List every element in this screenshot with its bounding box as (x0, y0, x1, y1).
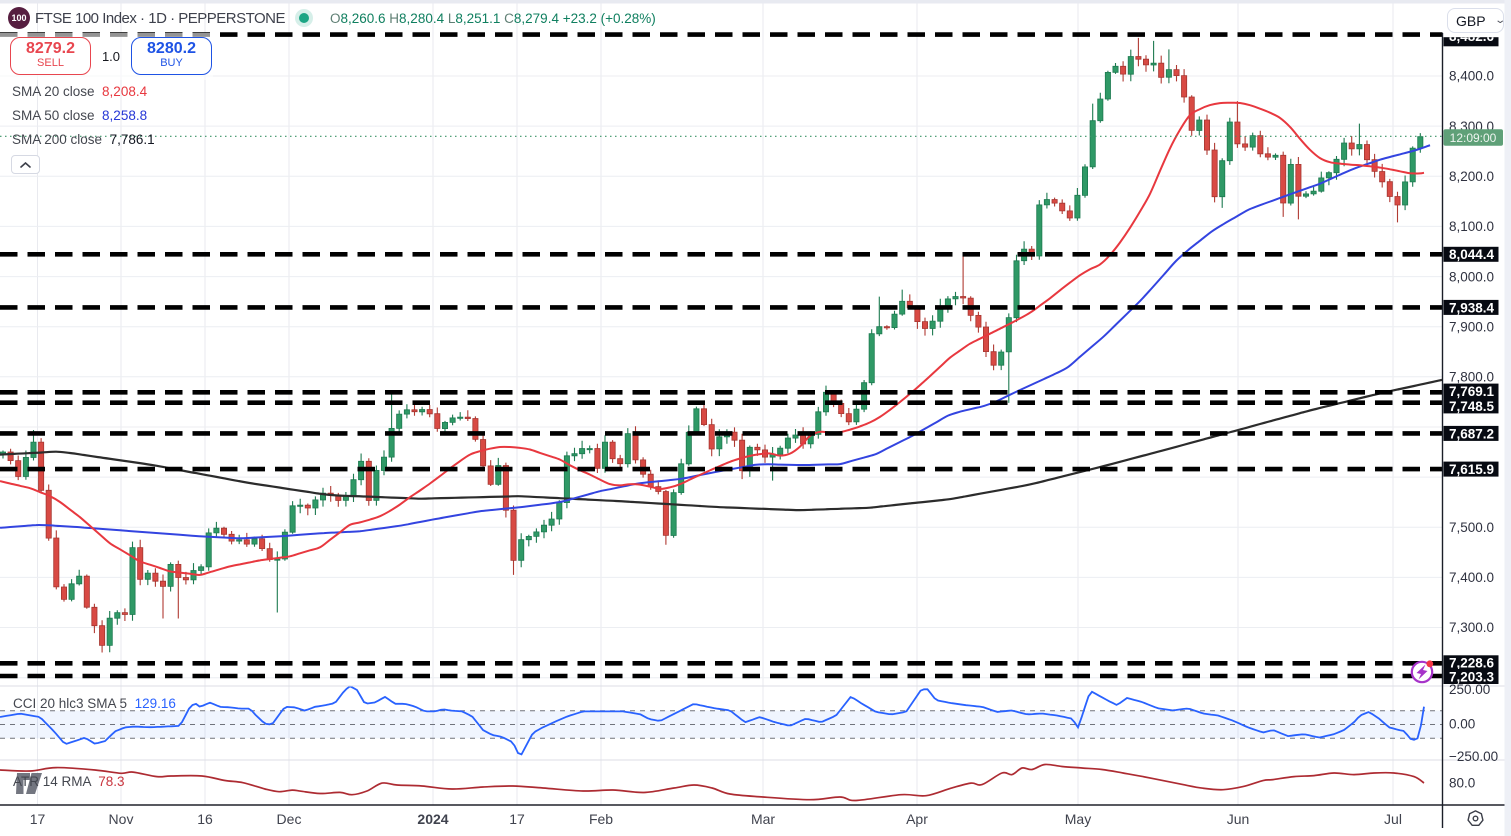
svg-text:May: May (1065, 811, 1091, 827)
svg-text:8,000.0: 8,000.0 (1449, 269, 1494, 284)
svg-text:2024: 2024 (417, 811, 448, 827)
svg-text:7,400.0: 7,400.0 (1449, 570, 1494, 585)
svg-text:Feb: Feb (589, 811, 613, 827)
svg-text:−250.00: −250.00 (1449, 749, 1498, 764)
svg-text:8,482.6: 8,482.6 (1449, 29, 1495, 44)
svg-text:16: 16 (197, 811, 213, 827)
svg-text:Dec: Dec (277, 811, 302, 827)
svg-text:17: 17 (509, 811, 525, 827)
svg-text:7,615.9: 7,615.9 (1449, 462, 1494, 477)
svg-text:80.0: 80.0 (1449, 775, 1475, 790)
svg-text:8,100.0: 8,100.0 (1449, 219, 1494, 234)
svg-text:Jun: Jun (1227, 811, 1250, 827)
svg-text:17: 17 (30, 811, 46, 827)
svg-text:250.00: 250.00 (1449, 682, 1490, 697)
svg-text:7,769.1: 7,769.1 (1449, 384, 1495, 399)
svg-text:7,748.5: 7,748.5 (1449, 399, 1495, 414)
svg-text:Apr: Apr (906, 811, 928, 827)
svg-text:7,500.0: 7,500.0 (1449, 520, 1494, 535)
svg-text:8,044.4: 8,044.4 (1449, 247, 1495, 262)
svg-text:Mar: Mar (751, 811, 775, 827)
svg-text:12:09:00: 12:09:00 (1450, 131, 1497, 145)
svg-text:0.00: 0.00 (1449, 716, 1475, 731)
svg-text:Nov: Nov (109, 811, 134, 827)
svg-text:7,300.0: 7,300.0 (1449, 620, 1494, 635)
svg-text:7,900.0: 7,900.0 (1449, 319, 1494, 334)
svg-text:8,200.0: 8,200.0 (1449, 169, 1494, 184)
svg-text:7,687.2: 7,687.2 (1449, 426, 1494, 441)
svg-text:Jul: Jul (1384, 811, 1402, 827)
svg-text:7,938.4: 7,938.4 (1449, 300, 1495, 315)
svg-text:7,800.0: 7,800.0 (1449, 370, 1494, 385)
svg-text:7,228.6: 7,228.6 (1449, 656, 1495, 671)
svg-text:7,203.3: 7,203.3 (1449, 669, 1495, 684)
svg-text:8,400.0: 8,400.0 (1449, 69, 1494, 84)
